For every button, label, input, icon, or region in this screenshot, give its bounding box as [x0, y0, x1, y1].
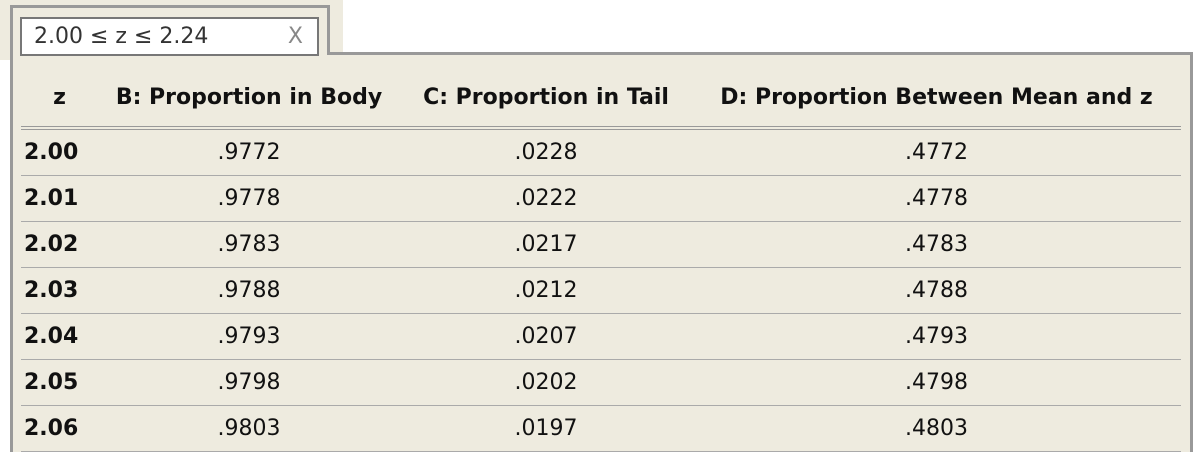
value-cell: .4783	[692, 221, 1181, 268]
filter-input[interactable]: 2.00 ≤ z ≤ 2.24 X	[20, 17, 319, 56]
column-header: D: Proportion Between Mean and z	[692, 68, 1181, 130]
z-cell: 2.06	[21, 405, 98, 452]
column-header: B: Proportion in Body	[98, 68, 400, 130]
table-row: 2.01.9778.0222.4778	[21, 175, 1181, 222]
header-row: z B: Proportion in Body C: Proportion in T…	[21, 68, 1181, 130]
table-row: 2.00.9772.0228.4772	[21, 128, 1181, 176]
value-cell: .0212	[400, 267, 692, 314]
table-row: 2.04.9793.0207.4793	[21, 313, 1181, 360]
value-cell: .9803	[98, 405, 400, 452]
table-panel: z B: Proportion in Body C: Proportion in T…	[10, 52, 1193, 452]
table-row: 2.06.9803.0197.4803	[21, 405, 1181, 452]
value-cell: .9783	[98, 221, 400, 268]
z-cell: 2.01	[21, 175, 98, 222]
value-cell: .4772	[692, 128, 1181, 176]
table-row: 2.02.9783.0217.4783	[21, 221, 1181, 268]
value-cell: .9788	[98, 267, 400, 314]
value-cell: .9778	[98, 175, 400, 222]
z-table: z B: Proportion in Body C: Proportion in T…	[21, 68, 1181, 452]
value-cell: .4798	[692, 359, 1181, 406]
value-cell: .0197	[400, 405, 692, 452]
value-cell: .9793	[98, 313, 400, 360]
z-cell: 2.02	[21, 221, 98, 268]
filter-text[interactable]: 2.00 ≤ z ≤ 2.24	[34, 24, 209, 49]
value-cell: .4803	[692, 405, 1181, 452]
table-body: 2.00.9772.0228.4772 2.01.9778.0222.4778 2.…	[21, 128, 1181, 452]
column-header: C: Proportion in Tail	[400, 68, 692, 130]
value-cell: .4793	[692, 313, 1181, 360]
z-cell: 2.04	[21, 313, 98, 360]
column-header: z	[21, 68, 98, 130]
value-cell: .4778	[692, 175, 1181, 222]
value-cell: .0207	[400, 313, 692, 360]
clear-button[interactable]: X	[287, 24, 303, 49]
z-cell: 2.00	[21, 128, 98, 176]
table-row: 2.03.9788.0212.4788	[21, 267, 1181, 314]
value-cell: .4788	[692, 267, 1181, 314]
value-cell: .0222	[400, 175, 692, 222]
value-cell: .0202	[400, 359, 692, 406]
z-cell: 2.05	[21, 359, 98, 406]
z-cell: 2.03	[21, 267, 98, 314]
value-cell: .9798	[98, 359, 400, 406]
value-cell: .0217	[400, 221, 692, 268]
table-row: 2.05.9798.0202.4798	[21, 359, 1181, 406]
value-cell: .9772	[98, 128, 400, 176]
value-cell: .0228	[400, 128, 692, 176]
